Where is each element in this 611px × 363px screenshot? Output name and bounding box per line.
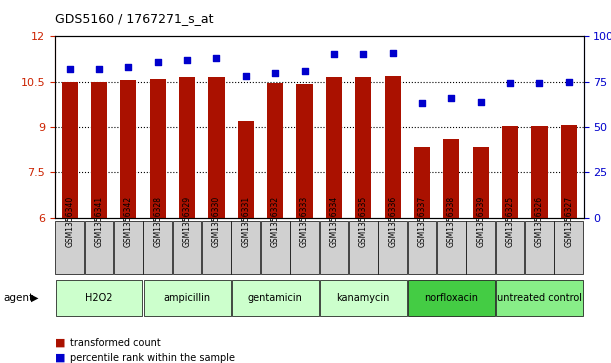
Text: kanamycin: kanamycin (337, 293, 390, 303)
Point (535, 81, 544, 86)
Point (94, 66, 104, 72)
Text: GSM1356325: GSM1356325 (505, 196, 514, 247)
Point (564, 79, 574, 85)
Text: untreated control: untreated control (497, 293, 582, 303)
Bar (62, 82, 78, 218)
Point (182, 57, 192, 63)
Text: ▶: ▶ (31, 293, 38, 303)
Point (211, 55, 221, 61)
Point (447, 95, 456, 101)
Text: GSM1356332: GSM1356332 (271, 196, 280, 247)
Text: agent: agent (3, 293, 33, 303)
Text: GSM1356342: GSM1356342 (124, 196, 133, 247)
Text: transformed count: transformed count (70, 338, 161, 348)
Bar (296, 84, 313, 218)
Text: H2O2: H2O2 (86, 293, 113, 303)
Bar (561, 125, 577, 218)
Text: ampicillin: ampicillin (164, 293, 211, 303)
Bar (326, 77, 342, 218)
Text: GSM1356341: GSM1356341 (95, 196, 103, 247)
Text: percentile rank within the sample: percentile rank within the sample (70, 352, 235, 363)
Bar (91, 82, 107, 218)
Text: GSM1356330: GSM1356330 (212, 195, 221, 247)
Point (153, 59, 163, 65)
Point (270, 70, 280, 76)
Text: GSM1356334: GSM1356334 (329, 195, 338, 247)
Text: GSM1356331: GSM1356331 (241, 196, 251, 247)
Bar (444, 139, 459, 218)
Point (388, 50, 398, 56)
Text: norfloxacin: norfloxacin (425, 293, 478, 303)
Point (417, 101, 427, 106)
Point (505, 81, 515, 86)
Bar (120, 80, 136, 218)
Bar (238, 121, 254, 218)
Bar (414, 147, 430, 218)
Text: GSM1356329: GSM1356329 (183, 196, 192, 247)
Bar (150, 79, 166, 218)
Point (329, 52, 339, 57)
Bar (208, 77, 225, 218)
Bar (179, 77, 195, 218)
Text: ■: ■ (55, 338, 65, 348)
Text: gentamicin: gentamicin (248, 293, 302, 303)
Point (65, 66, 75, 72)
Text: ■: ■ (55, 352, 65, 363)
Text: GSM1356333: GSM1356333 (300, 195, 309, 247)
Bar (473, 147, 489, 218)
Text: GSM1356326: GSM1356326 (535, 196, 544, 247)
Bar (267, 83, 284, 218)
Point (123, 64, 133, 70)
Point (299, 68, 309, 74)
Text: GSM1356338: GSM1356338 (447, 196, 456, 247)
Bar (502, 126, 518, 218)
Bar (384, 76, 401, 218)
Point (241, 73, 251, 79)
Point (359, 52, 368, 57)
Text: GDS5160 / 1767271_s_at: GDS5160 / 1767271_s_at (55, 12, 213, 25)
Text: GSM1356336: GSM1356336 (388, 195, 397, 247)
Bar (532, 126, 547, 218)
Bar (355, 77, 371, 218)
Text: GSM1356340: GSM1356340 (65, 195, 74, 247)
Point (476, 99, 486, 105)
Text: GSM1356328: GSM1356328 (153, 196, 163, 247)
Text: GSM1356335: GSM1356335 (359, 195, 368, 247)
Text: GSM1356327: GSM1356327 (565, 196, 573, 247)
Text: GSM1356339: GSM1356339 (476, 195, 485, 247)
Text: GSM1356337: GSM1356337 (417, 195, 426, 247)
